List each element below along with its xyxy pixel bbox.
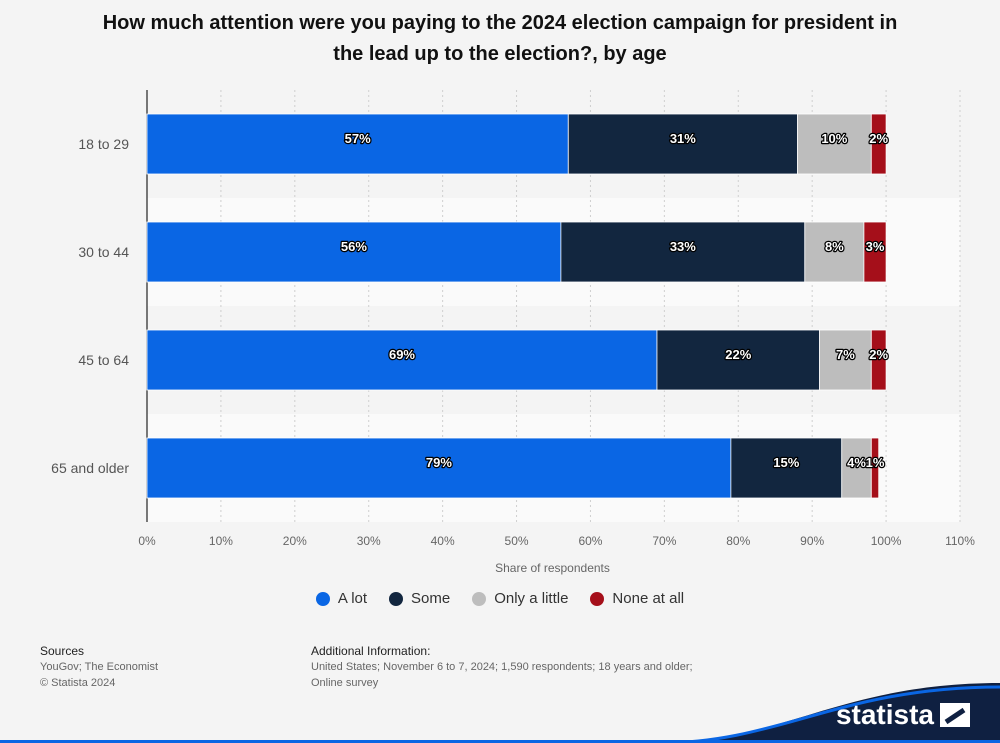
- x-tick-label: 10%: [209, 534, 233, 548]
- category-label: 45 to 64: [78, 352, 129, 368]
- data-label: 31%: [670, 131, 696, 146]
- legend: A lot Some Only a little None at all: [0, 590, 1000, 607]
- additional-info-block: Additional Information: United States; N…: [311, 643, 711, 691]
- legend-swatch-icon: [389, 592, 403, 606]
- data-label: 8%: [825, 239, 844, 254]
- legend-item-none-at-all[interactable]: None at all: [590, 590, 684, 607]
- x-tick-label: 50%: [505, 534, 529, 548]
- x-tick-label: 60%: [578, 534, 602, 548]
- sources-line-2: © Statista 2024: [40, 675, 158, 691]
- x-tick-label: 20%: [283, 534, 307, 548]
- x-tick-label: 30%: [357, 534, 381, 548]
- data-label: 69%: [389, 347, 415, 362]
- x-tick-label: 40%: [431, 534, 455, 548]
- data-label: 10%: [821, 131, 847, 146]
- legend-label: Only a little: [494, 590, 568, 607]
- x-tick-label: 70%: [652, 534, 676, 548]
- legend-item-only-a-little[interactable]: Only a little: [472, 590, 568, 607]
- additional-info-heading: Additional Information:: [311, 643, 711, 659]
- x-tick-label: 80%: [726, 534, 750, 548]
- stacked-bar-chart: 57% 31% 10% 2%56% 33% 8% 3%69% 22% 7% 2%79% 15% 4% 1…: [0, 0, 1000, 590]
- x-axis-title: Share of respondents: [495, 561, 610, 575]
- data-label: 15%: [773, 455, 799, 470]
- category-label: 30 to 44: [78, 244, 129, 260]
- data-label: 33%: [670, 239, 696, 254]
- logo-mark-icon: [940, 703, 970, 727]
- statista-logo[interactable]: statista: [836, 699, 970, 731]
- data-label: 22%: [725, 347, 751, 362]
- data-label: 7%: [836, 347, 855, 362]
- data-label: 1%: [866, 455, 885, 470]
- x-tick-label: 0%: [138, 534, 156, 548]
- data-label: 4%: [847, 455, 866, 470]
- data-label: 79%: [426, 455, 452, 470]
- data-label: 56%: [341, 239, 367, 254]
- legend-swatch-icon: [472, 592, 486, 606]
- legend-label: A lot: [338, 590, 367, 607]
- legend-item-a-lot[interactable]: A lot: [316, 590, 367, 607]
- logo-text: statista: [836, 699, 934, 731]
- sources-line-1: YouGov; The Economist: [40, 659, 158, 675]
- additional-info-text: United States; November 6 to 7, 2024; 1,…: [311, 659, 711, 691]
- x-tick-label: 100%: [871, 534, 902, 548]
- data-label: 3%: [866, 239, 885, 254]
- legend-label: None at all: [612, 590, 684, 607]
- data-label: 2%: [869, 347, 888, 362]
- data-label: 57%: [345, 131, 371, 146]
- x-tick-label: 110%: [945, 534, 975, 548]
- legend-label: Some: [411, 590, 450, 607]
- category-label: 65 and older: [51, 460, 129, 476]
- x-tick-label: 90%: [800, 534, 824, 548]
- sources-heading: Sources: [40, 643, 158, 659]
- legend-swatch-icon: [316, 592, 330, 606]
- sources-block: Sources YouGov; The Economist © Statista…: [40, 643, 158, 691]
- legend-swatch-icon: [590, 592, 604, 606]
- data-label: 2%: [869, 131, 888, 146]
- legend-item-some[interactable]: Some: [389, 590, 450, 607]
- category-label: 18 to 29: [78, 136, 129, 152]
